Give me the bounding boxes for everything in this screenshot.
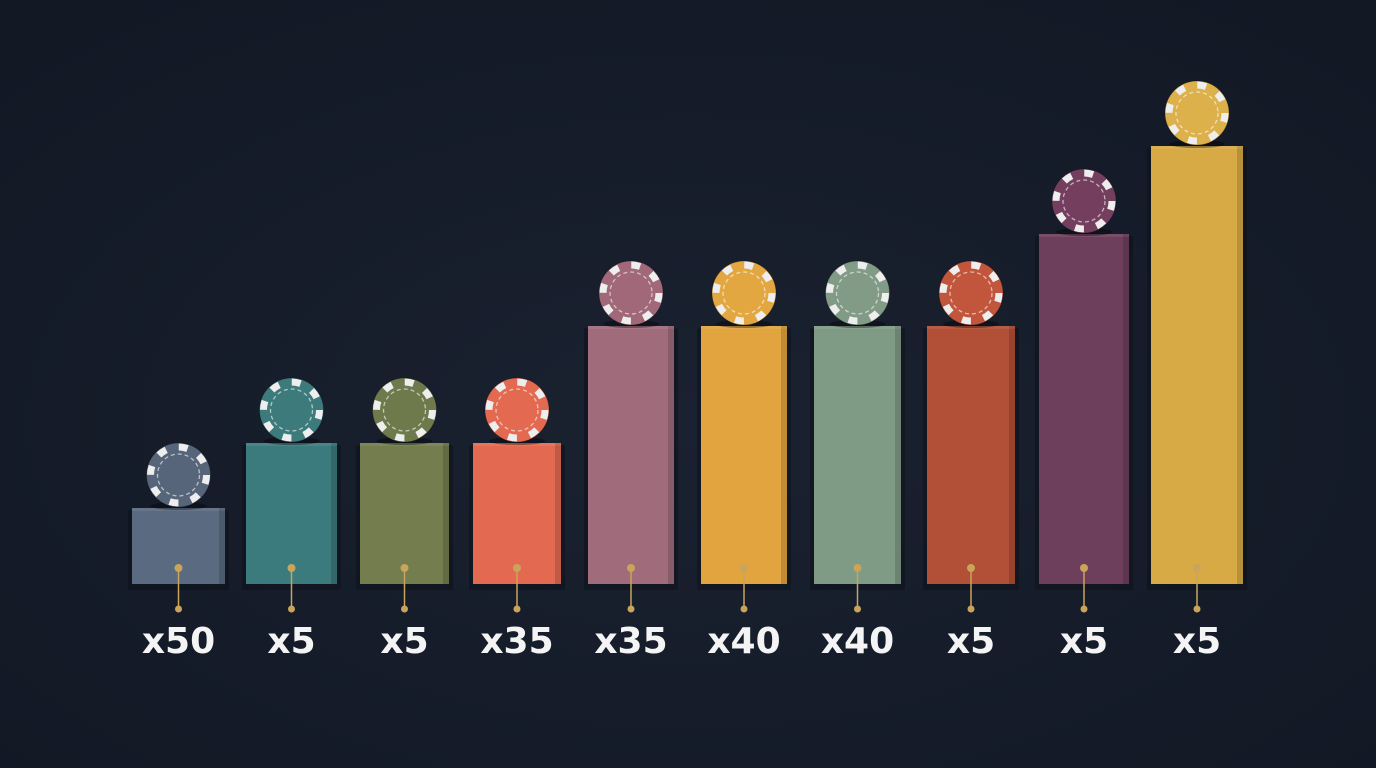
multiplier-label: x40	[707, 621, 780, 662]
bar-top	[588, 326, 674, 329]
chip-edge	[939, 261, 1003, 325]
bar-side	[1123, 234, 1129, 584]
bar-side	[895, 326, 901, 584]
bar	[473, 443, 561, 584]
bar-top	[246, 443, 337, 446]
bar-side	[781, 326, 787, 584]
bar-top	[814, 326, 901, 329]
bar	[246, 443, 337, 584]
multiplier-label: x5	[380, 621, 428, 662]
bar-side	[331, 443, 337, 584]
bar-side	[219, 508, 225, 584]
connector-dot	[1193, 605, 1201, 613]
chip-edge	[147, 443, 210, 507]
bar	[1039, 234, 1129, 584]
chip-inner	[1175, 91, 1219, 135]
connector-dot	[175, 605, 182, 613]
bar-side	[555, 443, 561, 584]
chip-inner	[156, 453, 201, 497]
column: x35	[584, 260, 678, 662]
bar	[1151, 146, 1243, 584]
chip-edge	[599, 261, 663, 325]
chip-inner	[949, 271, 993, 315]
multiplier-label: x35	[480, 621, 553, 662]
multiplier-label: x5	[267, 621, 315, 662]
column: x5	[242, 377, 341, 662]
chip-edge	[826, 261, 889, 325]
connector-dot	[627, 605, 635, 613]
chip-edge	[1052, 169, 1116, 233]
column: x5	[1147, 80, 1247, 662]
column: x5	[356, 377, 453, 662]
multiplier-label: x50	[142, 621, 215, 662]
column: x40	[697, 260, 791, 662]
chip-inner	[1062, 179, 1106, 223]
chip-inner	[382, 388, 427, 432]
column: x5	[923, 260, 1019, 662]
chip-edge	[485, 378, 549, 442]
column: x5	[1035, 168, 1133, 662]
chip-inner	[835, 271, 880, 315]
bar	[360, 443, 449, 584]
connector-dot	[740, 605, 748, 613]
chip-inner	[722, 271, 766, 315]
multiplier-label: x40	[821, 621, 894, 662]
chip-edge	[712, 261, 776, 325]
bar-side	[443, 443, 449, 584]
bar-top	[1151, 146, 1243, 149]
column: x40	[810, 260, 905, 662]
bar-top	[1039, 234, 1129, 237]
connector-dot	[401, 605, 408, 613]
connector-dot	[513, 605, 521, 613]
bar-top	[701, 326, 787, 329]
multiplier-label: x5	[1173, 621, 1221, 662]
chip-edge	[1165, 81, 1229, 145]
connector-dot	[967, 605, 975, 613]
multiplier-label: x5	[1060, 621, 1108, 662]
chip-edge	[260, 378, 323, 442]
column: x35	[469, 377, 565, 662]
bar-side	[1237, 146, 1243, 584]
column: x50	[128, 442, 229, 662]
bar-side	[668, 326, 674, 584]
chip-inner	[269, 388, 314, 432]
bar	[701, 326, 787, 584]
connector-dot	[854, 605, 861, 613]
bar-side	[1009, 326, 1015, 584]
chip-inner	[609, 271, 653, 315]
bar-top	[132, 508, 225, 511]
chip-edge	[373, 378, 436, 442]
connector-dot	[288, 605, 295, 613]
bar-top	[473, 443, 561, 446]
bar	[927, 326, 1015, 584]
multiplier-label: x35	[594, 621, 667, 662]
chip-inner	[495, 388, 539, 432]
bar-top	[360, 443, 449, 446]
bar	[588, 326, 674, 584]
multiplier-label: x5	[947, 621, 995, 662]
bar	[814, 326, 901, 584]
bar-top	[927, 326, 1015, 329]
connector-dot	[1080, 605, 1088, 613]
